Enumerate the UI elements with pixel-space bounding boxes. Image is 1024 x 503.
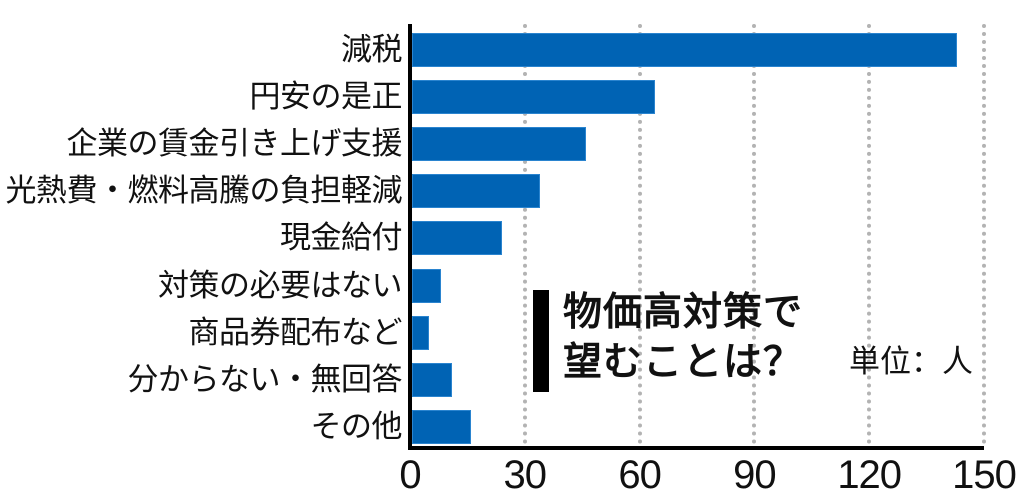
category-label: 企業の賃金引き上げ支援	[66, 126, 403, 163]
chart-title-line-1: 物価高対策で	[563, 290, 804, 335]
bar	[412, 174, 541, 209]
category-label: 光熱費・燃料高騰の負担軽減	[5, 173, 403, 210]
unit-label: 単位：人	[849, 344, 973, 380]
category-label: 現金給付	[280, 220, 403, 257]
gridline	[752, 24, 757, 444]
chart-title-line-2: 望むことは？	[563, 340, 804, 385]
category-label: その他	[310, 408, 403, 445]
x-tick-label: 90	[733, 453, 776, 497]
gridline	[867, 24, 872, 444]
x-tick-label: 60	[618, 453, 661, 497]
gridline	[522, 24, 527, 444]
chart-title: 物価高対策で 望むことは？	[563, 288, 803, 388]
category-label: 減税	[341, 32, 403, 68]
gridline	[982, 24, 986, 444]
category-label: 円安の是正	[249, 79, 403, 116]
bar	[412, 362, 453, 397]
bar	[412, 315, 430, 350]
y-axis-line	[408, 24, 412, 450]
category-label: 商品券配布など	[188, 314, 403, 351]
x-tick-label: 30	[503, 453, 547, 497]
bar	[412, 409, 472, 444]
x-tick-label: 120	[837, 453, 902, 497]
gridline	[637, 24, 642, 444]
x-tick-label: 150	[952, 453, 1017, 497]
category-label: 対策の必要はない	[158, 267, 403, 304]
bar	[412, 268, 441, 303]
x-tick-label: 0	[399, 453, 421, 497]
bar	[412, 33, 958, 67]
category-label: 分からない・無回答	[127, 361, 403, 398]
bar	[412, 127, 587, 162]
title-accent-bar	[533, 290, 549, 392]
x-axis-line	[408, 446, 984, 450]
bar	[412, 221, 502, 256]
bar	[412, 80, 655, 115]
